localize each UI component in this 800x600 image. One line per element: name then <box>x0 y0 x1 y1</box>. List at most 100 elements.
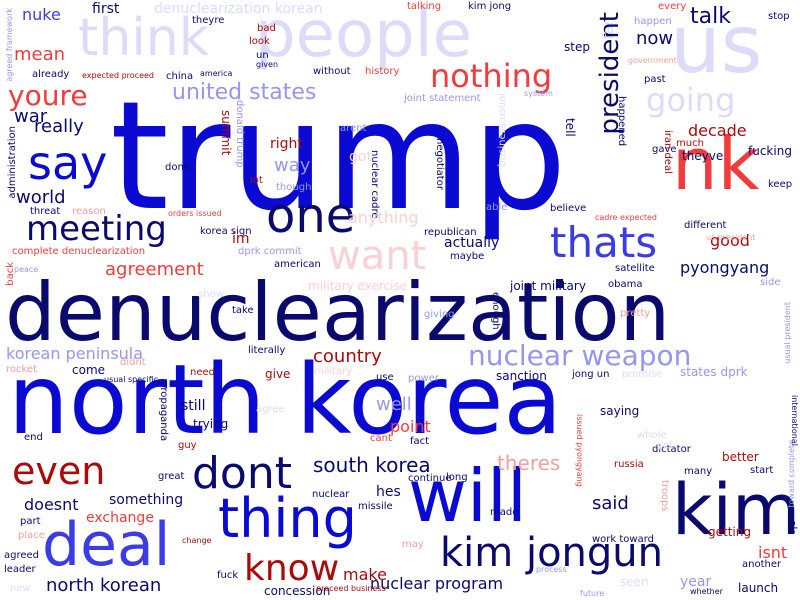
word: propaganda <box>158 381 169 442</box>
word: obama <box>608 279 643 290</box>
word: un <box>256 50 269 61</box>
word: negotiator <box>434 138 445 190</box>
word: america <box>200 69 233 78</box>
word: thing <box>218 487 357 550</box>
word: one <box>266 188 356 244</box>
word: talking <box>407 1 442 12</box>
word: theyve <box>682 149 724 163</box>
word: joint military <box>510 279 586 293</box>
word: look <box>249 36 270 47</box>
word: part <box>20 516 41 527</box>
word: nuclear weapon <box>468 339 692 372</box>
word: another <box>742 559 782 570</box>
word: nuclear program <box>370 574 504 593</box>
word: said <box>592 493 629 514</box>
word: trump <box>110 70 567 244</box>
word: sk <box>785 520 799 534</box>
word: future <box>580 589 605 598</box>
word: expected proceed <box>82 71 154 80</box>
word: rocket <box>6 364 38 375</box>
word: reason <box>72 206 106 217</box>
word: already <box>32 69 70 80</box>
word: change <box>182 536 212 545</box>
word: exchange <box>86 510 154 526</box>
word: stop <box>768 11 790 22</box>
word: business usual <box>497 93 508 167</box>
word: something <box>109 492 184 508</box>
word: youre <box>8 79 88 112</box>
word: korea sign <box>200 226 252 237</box>
word: system <box>524 89 553 98</box>
word: international <box>790 395 799 446</box>
word: enough <box>490 292 501 330</box>
word: well <box>376 394 412 415</box>
word: need <box>190 367 215 378</box>
word: cadre expected <box>595 213 658 222</box>
word: fuck <box>217 570 239 581</box>
word: nuke <box>22 5 61 24</box>
word: sanction <box>496 369 547 383</box>
word: actually <box>444 235 500 251</box>
word: new <box>10 583 31 594</box>
word: cant <box>370 433 392 444</box>
word: jong un <box>572 369 610 380</box>
word: want <box>328 233 427 279</box>
word: got <box>349 149 372 165</box>
word: history <box>365 66 400 77</box>
word: leader <box>4 564 36 575</box>
word: satellite <box>615 263 655 274</box>
word: power <box>408 373 439 384</box>
word: people <box>255 0 472 72</box>
word: american <box>274 259 321 270</box>
word: us president <box>706 233 756 242</box>
word: agreed <box>4 550 40 561</box>
word: joint statement <box>404 93 481 104</box>
word: right <box>270 136 303 152</box>
word: done <box>165 162 190 173</box>
word: year <box>680 574 712 590</box>
word: really <box>34 116 84 137</box>
word: peace <box>14 265 39 274</box>
word: maybe <box>450 251 485 262</box>
word: bad <box>257 23 276 34</box>
word: know <box>244 548 340 589</box>
word: think <box>78 8 209 68</box>
word: great <box>158 471 185 482</box>
word: come <box>72 363 106 377</box>
word: continue <box>408 473 452 484</box>
word: literally <box>248 345 286 356</box>
word: toward complete <box>787 440 796 508</box>
word: theres <box>497 451 561 475</box>
word: war <box>14 106 48 127</box>
word: way <box>274 155 311 176</box>
word: getting <box>708 525 751 539</box>
word: north korea <box>8 344 563 456</box>
word: end <box>24 432 43 443</box>
word: administration <box>7 126 18 199</box>
word: summit <box>219 110 233 156</box>
word: take <box>232 305 254 316</box>
word: united states <box>172 80 317 105</box>
word: seen <box>620 575 649 589</box>
word: good <box>710 231 750 250</box>
word: give <box>265 367 291 381</box>
word: talk <box>690 4 731 29</box>
word: usual president <box>783 302 792 364</box>
word: gave <box>652 144 677 155</box>
word: didnt <box>120 357 146 368</box>
word: agreed framework <box>5 8 14 82</box>
word: going <box>646 81 736 119</box>
word: may <box>402 539 424 550</box>
word: threat <box>30 206 61 217</box>
word: though <box>276 182 312 193</box>
word: states dprk <box>680 365 748 379</box>
word: happened <box>616 96 627 147</box>
word: even <box>12 449 106 493</box>
word: anything <box>348 208 419 227</box>
word: meeting <box>26 209 167 249</box>
word: lot <box>250 175 263 186</box>
word: arent <box>340 123 367 134</box>
word: pretty <box>620 308 651 319</box>
word: nothing <box>430 57 553 95</box>
